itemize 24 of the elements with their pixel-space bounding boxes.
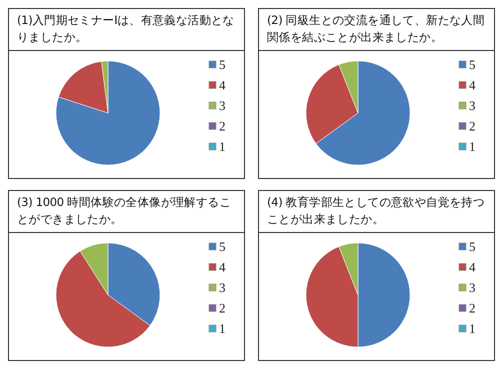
legend-label: 5 [219, 239, 226, 254]
legend-label: 1 [219, 139, 226, 154]
legend-label: 5 [469, 239, 476, 254]
legend-label: 1 [469, 139, 476, 154]
legend-label: 3 [469, 98, 476, 113]
legend-label: 5 [469, 57, 476, 72]
legend-label: 2 [469, 300, 476, 316]
legend-label: 1 [219, 321, 226, 336]
legend-label: 2 [219, 300, 226, 316]
legend-label: 5 [219, 57, 226, 72]
legend-label: 3 [219, 280, 226, 295]
chart-title: (3) 1000 時間体験の全体像が理解することができましたか。 [8, 190, 245, 233]
legend-label: 1 [469, 321, 476, 336]
chart-title: (4) 教育学部生としての意欲や自覚を持つことが出来ましたか。 [258, 190, 495, 233]
legend-label: 3 [469, 280, 476, 295]
legend-label: 3 [219, 98, 226, 113]
legend-label: 4 [469, 260, 476, 274]
chart-title: (1)入門期セミナーⅠは、有意義な活動となりましたか。 [8, 8, 245, 51]
legend-label: 4 [219, 260, 226, 274]
legend-label: 4 [469, 78, 476, 92]
chart-title: (2) 同級生との交流を通して、新たな人間関係を結ぶことが出来ましたか。 [258, 8, 495, 51]
legend-label: 2 [219, 118, 226, 134]
legend-label: 4 [219, 78, 226, 92]
legend-label: 2 [469, 118, 476, 134]
